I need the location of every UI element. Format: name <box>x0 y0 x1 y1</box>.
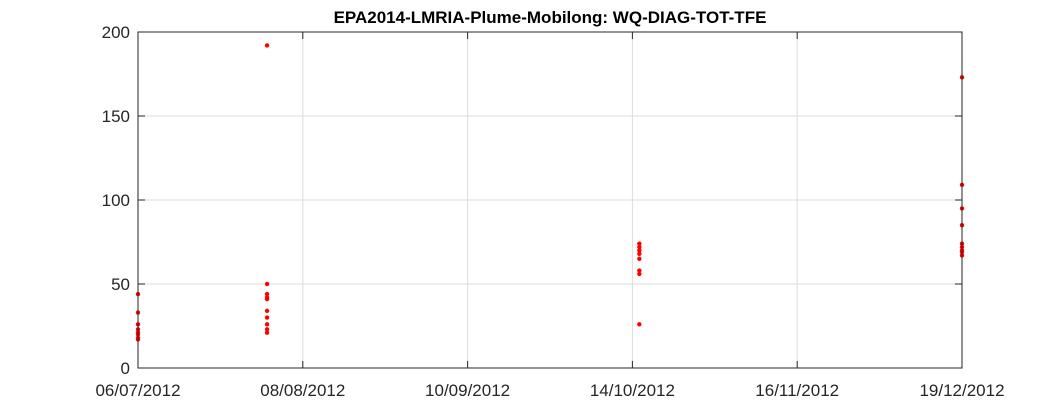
data-point <box>264 308 270 314</box>
data-point <box>264 43 270 48</box>
x-tick-label: 16/11/2012 <box>755 381 839 400</box>
x-tick-label: 06/07/2012 <box>95 381 180 400</box>
plot-frame <box>137 31 963 369</box>
data-point <box>264 322 270 327</box>
x-tick-label: 14/10/2012 <box>590 381 675 400</box>
data-point <box>264 296 270 302</box>
data-point <box>637 322 642 327</box>
data-point <box>264 330 270 335</box>
x-tick-label: 08/08/2012 <box>260 381 345 400</box>
y-tick-label: 50 <box>111 275 130 294</box>
y-tick-label: 0 <box>121 359 130 378</box>
chart-title: EPA2014-LMRIA-Plume-Mobilong: WQ-DIAG-TO… <box>334 8 767 27</box>
data-point <box>637 271 642 277</box>
y-tick-label: 200 <box>102 23 130 42</box>
data-point <box>637 256 642 261</box>
data-point <box>637 251 642 256</box>
data-point <box>264 327 270 332</box>
data-point <box>264 315 270 320</box>
data-point <box>264 291 270 297</box>
data-point <box>637 268 642 273</box>
data-point <box>637 248 642 253</box>
x-tick-label: 19/12/2012 <box>919 381 1004 400</box>
y-tick-label: 150 <box>102 107 130 126</box>
data-point <box>264 281 270 287</box>
data-point <box>637 241 642 246</box>
x-tick-label: 10/09/2012 <box>425 381 510 400</box>
y-tick-label: 100 <box>102 191 130 210</box>
data-point <box>637 244 642 250</box>
